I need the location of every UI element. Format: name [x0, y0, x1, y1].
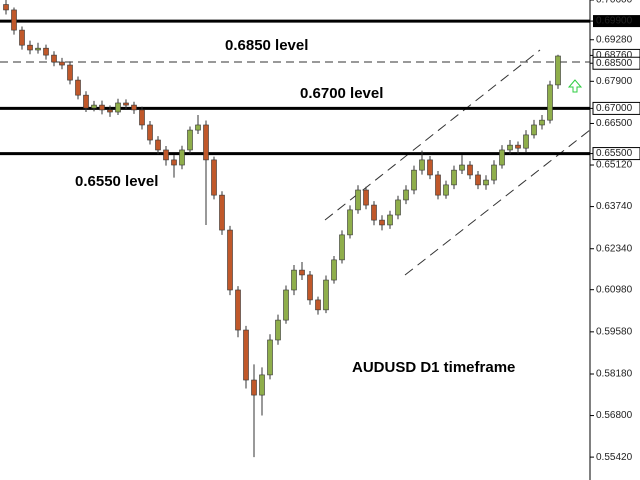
candle-body [115, 102, 121, 113]
y-tick-label: 0.70600 [596, 0, 633, 6]
candle-body [219, 194, 225, 231]
candle-body [83, 94, 89, 109]
candle-body [291, 269, 297, 291]
candle-body [139, 109, 145, 126]
candle-body [267, 339, 273, 376]
y-tick-label: 0.68760 [596, 50, 633, 61]
y-tick-label: 0.56800 [596, 410, 633, 421]
candle-body [251, 379, 257, 396]
candle-body [371, 204, 377, 221]
candle-body [19, 29, 25, 46]
candle-body [427, 159, 433, 176]
candle-body [187, 129, 193, 151]
candle-body [459, 164, 465, 171]
candle-body [27, 44, 33, 51]
y-tick-label: 0.58180 [596, 369, 633, 380]
y-tick-label: 0.63740 [596, 201, 633, 212]
candle-body [515, 144, 521, 149]
candle-body [283, 289, 289, 321]
y-tick-label: 0.68500 [596, 58, 633, 69]
candle-body [387, 214, 393, 226]
candle-body [507, 144, 513, 151]
candle-body [299, 269, 305, 276]
candle-body [107, 109, 113, 113]
candle-body [547, 84, 553, 121]
tick-box [593, 15, 640, 28]
candle-body [3, 4, 9, 11]
candle-body [203, 124, 209, 161]
candle-body [419, 159, 425, 171]
candle-body [59, 61, 65, 66]
candle-body [379, 219, 385, 226]
y-tick-label: 0.67900 [596, 76, 633, 87]
candle-body [123, 102, 129, 106]
candle-body [331, 259, 337, 281]
candle-body [435, 174, 441, 196]
candle-body [363, 189, 369, 206]
candle-body [555, 55, 561, 86]
candle-body [195, 124, 201, 131]
candle-body [75, 79, 81, 96]
annotation: AUDUSD D1 timeframe [352, 359, 515, 376]
candle-body [243, 329, 249, 381]
candle-body [91, 104, 97, 109]
annotation: 0.6700 level [300, 85, 383, 102]
candle-body [315, 299, 321, 311]
candle-body [347, 209, 353, 236]
candle-body [499, 149, 505, 166]
candle-body [475, 174, 481, 186]
candle-body [179, 149, 185, 166]
candle-body [147, 124, 153, 141]
y-tick-label: 0.59580 [596, 326, 633, 337]
candle-body [99, 104, 105, 111]
candle-body [539, 119, 545, 126]
candle-body [259, 374, 265, 396]
y-tick-label: 0.60980 [596, 284, 633, 295]
candle-body [323, 279, 329, 311]
candle-body [163, 149, 169, 161]
annotation: 0.6550 level [75, 173, 158, 190]
candle-body [155, 139, 161, 151]
candle-body [51, 54, 57, 63]
annotation: 0.6850 level [225, 37, 308, 54]
candle-body [395, 199, 401, 216]
candle-body [211, 159, 217, 196]
candle-body [411, 169, 417, 191]
candle-body [307, 274, 313, 301]
candle-body [11, 9, 17, 31]
y-tick-label: 0.65120 [596, 160, 633, 171]
candle-body [339, 234, 345, 261]
candle-body [171, 159, 177, 166]
up-arrow [567, 79, 583, 93]
candle-body [131, 104, 137, 111]
y-tick-label: 0.67000 [596, 103, 633, 114]
y-tick-label: 0.65500 [596, 148, 633, 159]
tick-box [592, 56, 640, 70]
candle-body [43, 47, 49, 56]
y-tick-label: 0.62340 [596, 243, 633, 254]
y-tick-label: 0.69900 [596, 16, 633, 27]
candle-body [35, 47, 41, 51]
y-tick-label: 0.66500 [596, 118, 633, 129]
candle-body [483, 179, 489, 186]
candle-body [227, 229, 233, 291]
candle-body [443, 184, 449, 196]
channel-upper [324, 49, 541, 221]
candle-body [67, 64, 73, 81]
candle-body [467, 164, 473, 176]
candle-body [523, 134, 529, 149]
candle-body [451, 169, 457, 186]
tick-box [592, 101, 640, 115]
candle-body [235, 289, 241, 331]
tick-box [592, 147, 640, 161]
candle-body [403, 189, 409, 201]
candle-body [531, 124, 537, 136]
candle-body [491, 164, 497, 181]
y-tick-label: 0.69280 [596, 34, 633, 45]
candle-body [355, 189, 361, 211]
y-tick-label: 0.55420 [596, 452, 633, 463]
candle-body [275, 319, 281, 341]
